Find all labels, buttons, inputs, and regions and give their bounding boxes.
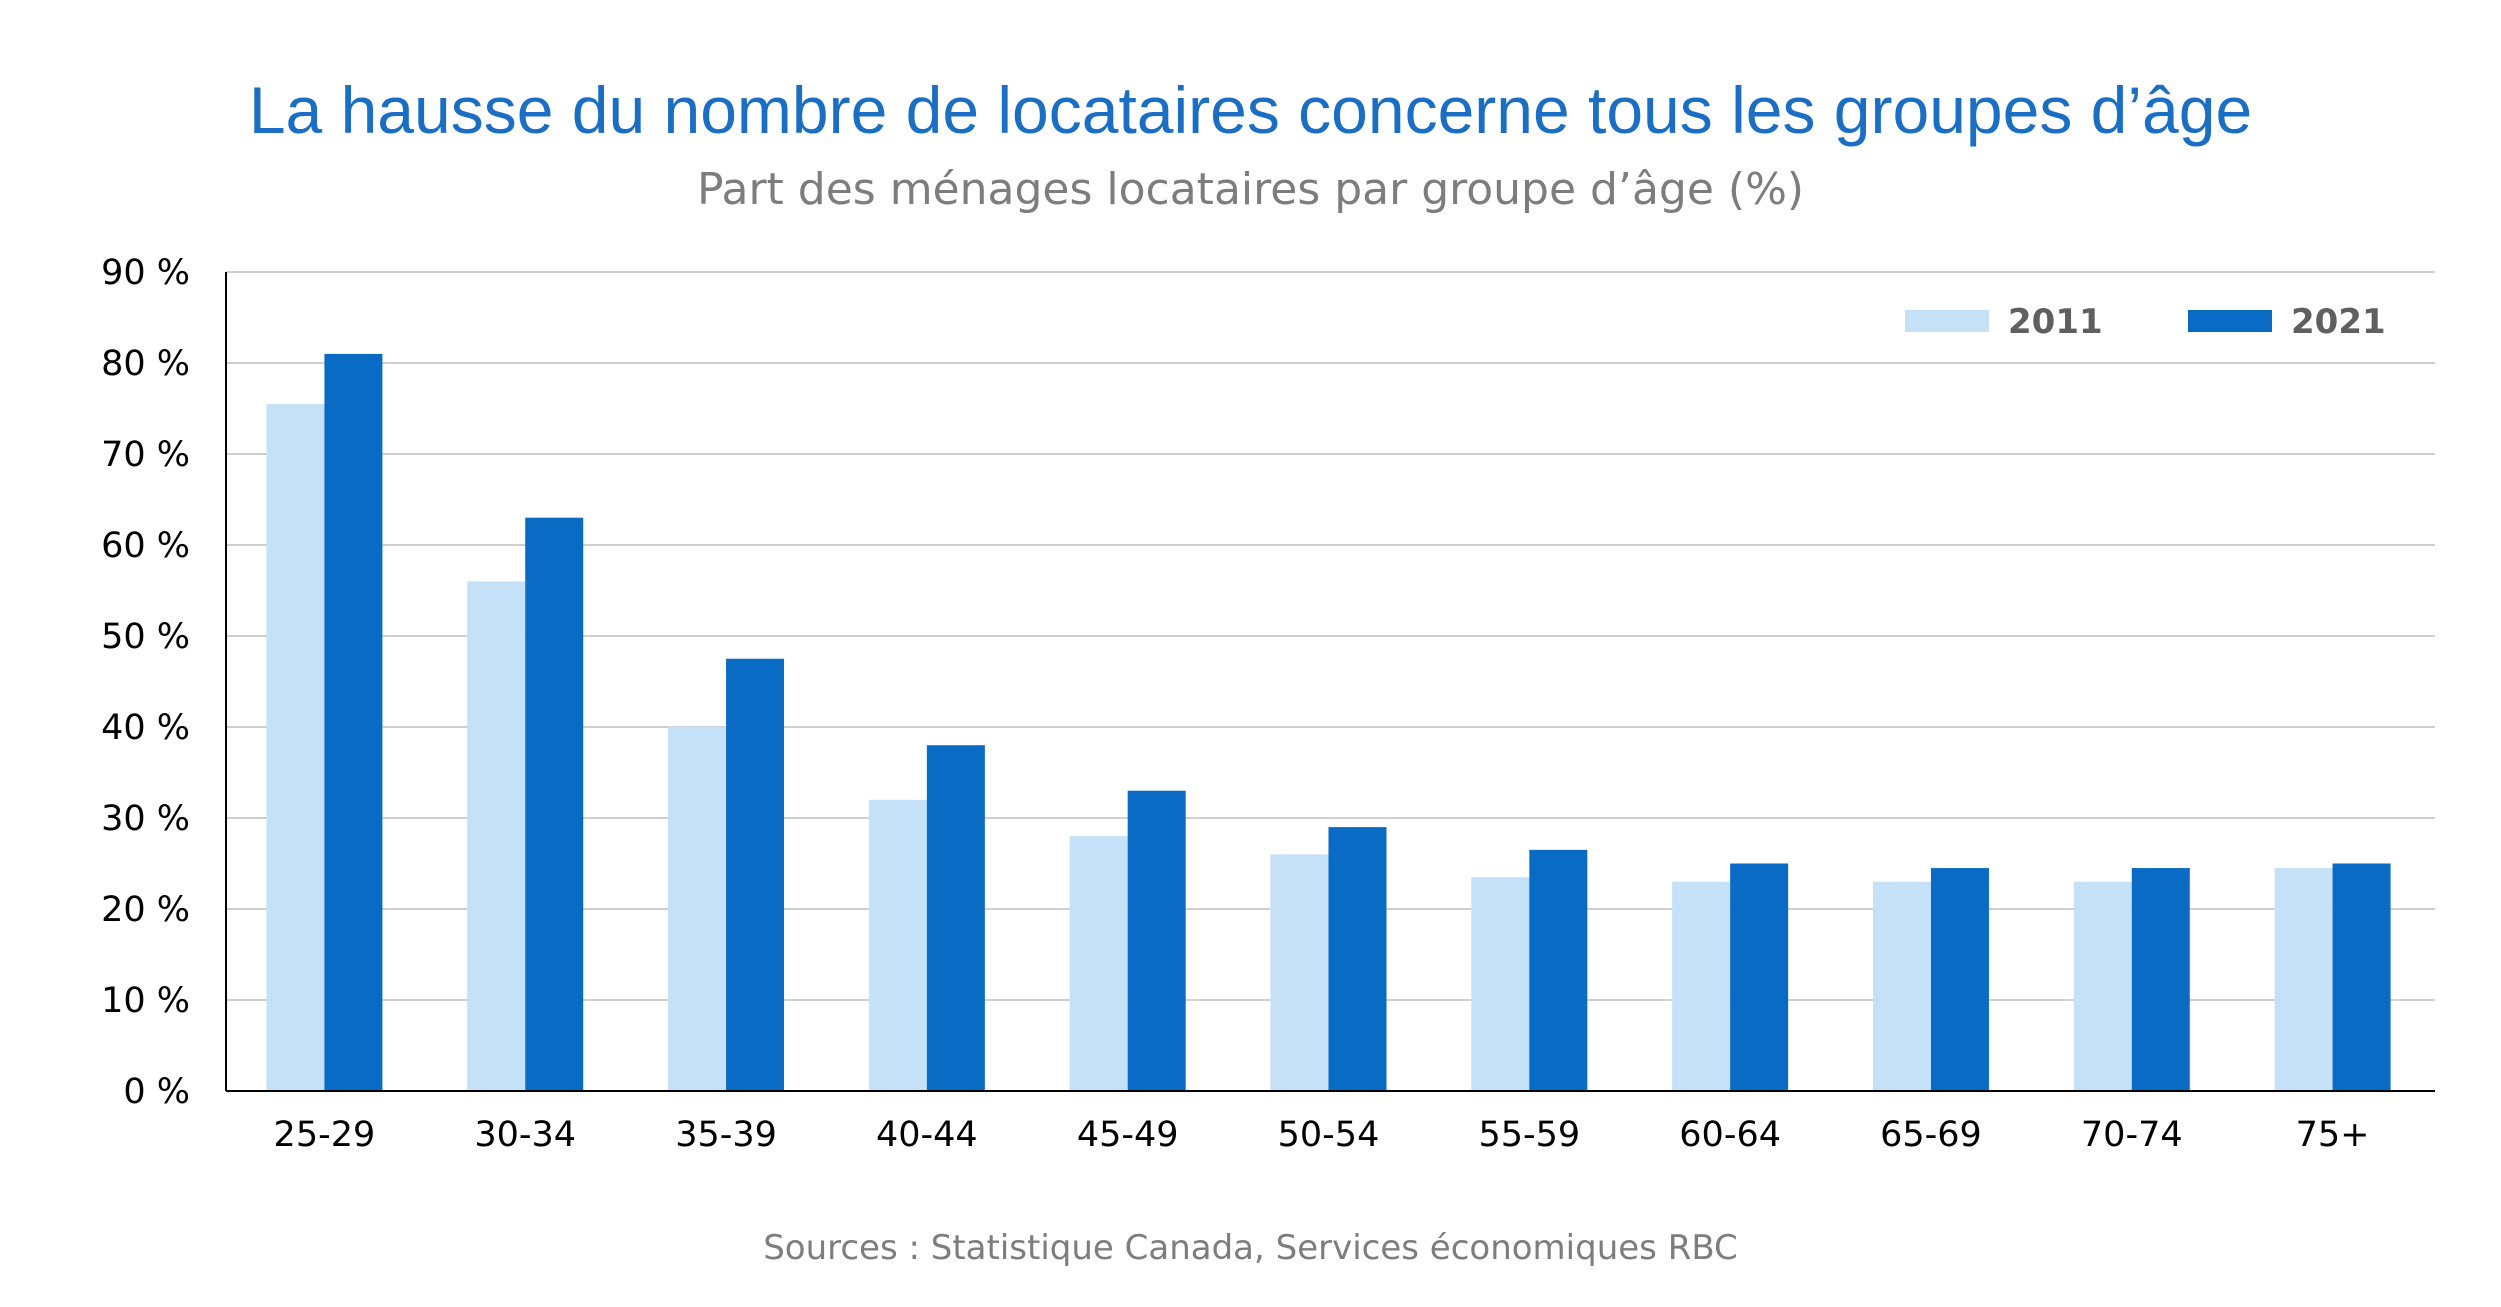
chart-subtitle: Part des ménages locataires par groupe d…	[696, 164, 1805, 215]
legend: 2011 2021	[1905, 302, 2386, 342]
bar-2011-45-49	[1069, 836, 1128, 1091]
bar-2011-25-29	[266, 403, 325, 1091]
y-tick-label: 90 %	[101, 253, 190, 293]
y-tick-label: 0 %	[123, 1072, 190, 1112]
bar-2021-75+	[2332, 863, 2391, 1091]
x-tick-label-25-29: 25-29	[274, 1115, 376, 1155]
bar-2011-70-74	[2073, 881, 2132, 1091]
bar-2011-35-39	[668, 727, 727, 1091]
y-tick-label: 50 %	[101, 617, 190, 657]
x-tick-label-40-44: 40-44	[876, 1115, 978, 1155]
x-tick-labels: 25-29 30-34 35-39 40-44 45-49 50-54 55-59 60-64…	[274, 1115, 2370, 1155]
bar-2021-55-59	[1529, 849, 1588, 1091]
y-tick-label: 20 %	[101, 890, 190, 930]
y-tick-label: 70 %	[101, 435, 190, 475]
chart-source: Sources : Statistique Canada, Services é…	[763, 1228, 1738, 1268]
legend-label-2011: 2011	[2008, 302, 2103, 342]
y-tick-label: 60 %	[101, 526, 190, 566]
bar-2021-50-54	[1328, 827, 1387, 1091]
bar-2021-25-29	[324, 353, 383, 1091]
bar-2021-45-49	[1127, 790, 1186, 1091]
y-tick-label: 10 %	[101, 981, 190, 1021]
bar-2011-75+	[2274, 868, 2333, 1091]
bar-2021-65-69	[1930, 868, 1989, 1091]
chart-title: La hausse du nombre de locataires concer…	[248, 73, 2253, 147]
x-tick-label-30-34: 30-34	[474, 1115, 576, 1155]
y-tick-labels: 0 % 10 % 20 % 30 % 40 % 50 % 60 % 70 % 80 % 90 %	[101, 253, 190, 1112]
y-tick-label: 40 %	[101, 708, 190, 748]
bar-2011-50-54	[1270, 854, 1329, 1091]
y-tick-label: 30 %	[101, 799, 190, 839]
axes	[225, 272, 2435, 1092]
legend-label-2021: 2021	[2291, 302, 2386, 342]
x-tick-label-45-49: 45-49	[1077, 1115, 1179, 1155]
x-tick-label-70-74: 70-74	[2081, 1115, 2183, 1155]
x-tick-label-50-54: 50-54	[1278, 1115, 1380, 1155]
legend-swatch-2011	[1905, 310, 1989, 332]
legend-swatch-2021	[2188, 310, 2272, 332]
bar-2021-70-74	[2131, 868, 2190, 1091]
y-tick-label: 80 %	[101, 344, 190, 384]
bars	[266, 353, 2391, 1091]
x-tick-label-35-39: 35-39	[675, 1115, 777, 1155]
bar-2021-60-64	[1730, 863, 1789, 1091]
gridlines	[226, 271, 2435, 1001]
x-tick-label-65-69: 65-69	[1880, 1115, 1982, 1155]
bar-2011-60-64	[1672, 881, 1731, 1091]
bar-2011-30-34	[467, 581, 526, 1091]
bar-2021-40-44	[926, 745, 985, 1091]
bar-2011-65-69	[1872, 881, 1931, 1091]
x-tick-label-55-59: 55-59	[1478, 1115, 1580, 1155]
bar-2011-55-59	[1471, 877, 1530, 1091]
x-tick-label-60-64: 60-64	[1679, 1115, 1781, 1155]
bar-2011-40-44	[868, 799, 927, 1091]
bar-2021-30-34	[525, 517, 584, 1091]
bar-2021-35-39	[726, 658, 785, 1091]
x-tick-label-75+: 75+	[2296, 1115, 2370, 1155]
